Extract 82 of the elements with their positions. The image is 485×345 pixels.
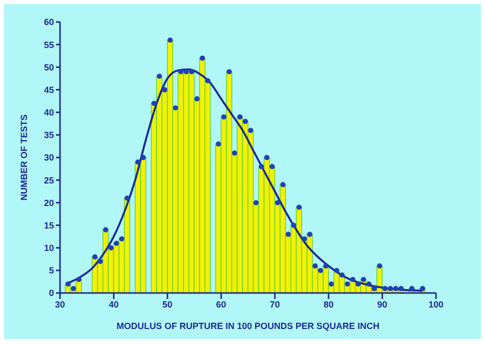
point xyxy=(270,164,275,170)
x-tick-label: 50 xyxy=(162,299,172,310)
point xyxy=(302,236,307,242)
point xyxy=(323,263,328,268)
point xyxy=(366,281,372,287)
point xyxy=(334,268,340,274)
y-tick-label: 25 xyxy=(44,175,54,186)
point xyxy=(184,69,189,74)
point xyxy=(178,69,184,74)
x-tick-label: 100 xyxy=(428,299,444,310)
y-tick-label: 35 xyxy=(44,130,54,140)
point xyxy=(98,258,103,264)
y-tick-label: 60 xyxy=(44,17,54,28)
point xyxy=(274,200,280,206)
point xyxy=(253,200,259,206)
point xyxy=(151,100,157,106)
point xyxy=(318,268,324,274)
x-axis-title: MODULUS OF RUPTURE IN 100 POUNDS PER SQUARE INCH xyxy=(116,321,380,331)
point xyxy=(264,154,270,160)
point xyxy=(296,204,302,210)
point xyxy=(189,69,194,74)
point xyxy=(377,263,382,268)
x-tick-label: 90 xyxy=(377,299,388,310)
point xyxy=(291,222,296,228)
point xyxy=(307,232,312,237)
x-tick-label: 70 xyxy=(270,299,280,310)
point xyxy=(172,105,178,110)
x-tick-label: 60 xyxy=(216,299,226,310)
point xyxy=(258,164,264,170)
point xyxy=(356,281,361,287)
y-tick-label: 30 xyxy=(44,152,54,163)
point xyxy=(409,286,414,292)
y-tick-label: 55 xyxy=(44,40,54,50)
y-tick-label: 50 xyxy=(44,62,54,72)
point xyxy=(339,272,345,278)
point xyxy=(114,240,119,246)
y-tick-label: 10 xyxy=(44,243,54,254)
point xyxy=(70,286,76,292)
point xyxy=(205,78,210,84)
y-tick-label: 40 xyxy=(44,108,54,118)
y-tick-label: 5 xyxy=(48,266,54,276)
point xyxy=(286,232,291,237)
point xyxy=(226,69,232,74)
y-tick-label: 20 xyxy=(44,198,54,208)
point xyxy=(194,96,200,102)
point xyxy=(237,114,243,120)
y-axis-title: NUMBER OF TESTS xyxy=(19,114,30,201)
point xyxy=(108,245,114,250)
y-tick-label: 15 xyxy=(44,220,54,230)
point xyxy=(312,263,318,268)
point xyxy=(216,141,222,147)
point xyxy=(248,128,254,133)
point xyxy=(140,154,146,160)
point xyxy=(398,286,404,292)
y-tick-label: 45 xyxy=(44,84,54,95)
point xyxy=(76,276,82,282)
point xyxy=(119,236,124,242)
point xyxy=(280,182,286,188)
point xyxy=(103,227,108,232)
point xyxy=(344,281,350,287)
point xyxy=(135,159,140,165)
point xyxy=(65,281,71,287)
x-tick-label: 80 xyxy=(324,299,334,310)
x-tick-label: 40 xyxy=(108,299,119,310)
point xyxy=(388,286,393,292)
y-tick-label: 0 xyxy=(48,288,54,298)
point xyxy=(124,196,130,201)
point xyxy=(156,74,162,79)
point xyxy=(328,281,334,287)
point xyxy=(382,286,388,292)
point xyxy=(350,276,356,282)
point xyxy=(92,254,98,260)
point xyxy=(168,37,173,43)
point xyxy=(372,286,377,292)
point xyxy=(242,118,248,124)
point xyxy=(232,150,238,156)
point xyxy=(420,286,426,292)
point xyxy=(360,276,366,282)
point xyxy=(200,56,205,61)
point xyxy=(221,114,226,120)
point xyxy=(393,286,398,292)
point xyxy=(162,87,168,92)
